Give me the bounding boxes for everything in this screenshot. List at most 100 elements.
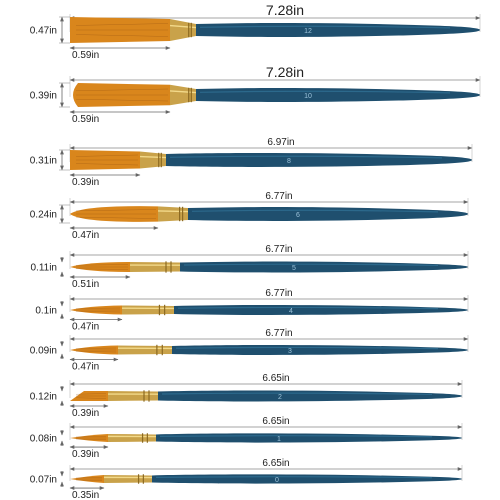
brush-length-label: 6.77in	[265, 244, 292, 255]
brush-handle	[180, 261, 468, 273]
head-width-label: 0.31in	[30, 156, 57, 167]
brush-bristles	[70, 433, 108, 443]
brush-ferrule	[108, 433, 156, 443]
brush-handle	[152, 474, 462, 484]
head-length-label: 0.47in	[72, 362, 99, 373]
head-width-label: 0.11in	[30, 263, 57, 274]
brush-ferrule	[170, 18, 196, 42]
brush-row: 6.77in 4 0.1in 0.47in	[35, 287, 469, 333]
brush-row: 6.97in 8 0.31in 0.39in	[30, 136, 473, 188]
length-label-background	[257, 243, 301, 254]
brush-bristles	[70, 17, 170, 43]
head-length-label: 0.35in	[72, 490, 99, 500]
ferrule-shine	[157, 210, 189, 213]
handle-size-imprint: 8	[287, 158, 291, 165]
brush-handle	[174, 304, 468, 316]
brush-bristles	[70, 391, 108, 401]
bristle-strand	[75, 98, 169, 102]
brush-ferrule	[140, 151, 166, 169]
brush-bristles	[70, 305, 122, 315]
handle-size-imprint: 3	[288, 348, 292, 355]
brush-ferrule	[170, 84, 196, 106]
brush-ferrule	[104, 474, 152, 484]
handle-highlight	[199, 25, 451, 29]
handle-highlight	[177, 306, 439, 310]
bristle-strand	[75, 23, 169, 26]
handle-highlight	[161, 392, 433, 396]
bristle-strand	[75, 397, 107, 399]
handle-size-imprint: 4	[289, 308, 293, 315]
bristle-strand	[75, 209, 157, 212]
bristle-strand	[75, 216, 157, 219]
head-width-label: 0.24in	[30, 210, 57, 221]
ferrule-shine	[139, 155, 167, 159]
head-length-label: 0.39in	[72, 177, 99, 188]
handle-size-imprint: 1	[277, 436, 281, 443]
length-label-background	[257, 287, 301, 298]
bristle-strand	[75, 393, 107, 395]
brush-row: 6.77in 5 0.11in 0.51in	[30, 243, 469, 290]
handle-size-imprint: 10	[304, 93, 312, 100]
brush-length-label: 6.65in	[262, 458, 289, 469]
brush-bristles	[70, 206, 158, 222]
brush-bristles	[70, 150, 140, 170]
handle-highlight	[175, 346, 439, 350]
length-label-background	[254, 415, 298, 426]
brush-length-label: 6.77in	[265, 191, 292, 202]
head-length-label: 0.59in	[72, 50, 99, 61]
brush-ferrule	[130, 262, 180, 272]
brush-row: 7.28in 12 0.47in 0.59in	[30, 2, 481, 61]
brush-handle	[172, 344, 468, 356]
bristle-strand	[75, 34, 169, 37]
bristle-strand	[75, 347, 117, 349]
brush-length-label: 6.65in	[262, 373, 289, 384]
handle-highlight	[199, 90, 451, 94]
head-length-label: 0.47in	[72, 322, 99, 333]
bristle-strand	[75, 307, 121, 309]
length-label-background	[257, 190, 301, 201]
brush-length-label: 6.77in	[265, 288, 292, 299]
handle-highlight	[159, 435, 433, 438]
head-width-label: 0.47in	[30, 26, 57, 37]
bristle-strand	[75, 88, 169, 92]
brush-bristles	[73, 83, 170, 107]
brush-length-label: 6.97in	[267, 137, 294, 148]
handle-size-imprint: 6	[296, 212, 300, 219]
handle-size-imprint: 0	[275, 477, 279, 484]
bristle-strand	[75, 264, 129, 266]
length-label-background	[259, 136, 303, 147]
length-label-background	[254, 372, 298, 383]
brush-handle	[156, 433, 462, 443]
brush-row: 6.77in 3 0.09in 0.47in	[30, 327, 469, 373]
head-length-label: 0.39in	[72, 449, 99, 460]
head-width-label: 0.1in	[35, 306, 57, 317]
handle-size-imprint: 2	[278, 394, 282, 401]
brush-ferrule	[158, 206, 188, 222]
brush-row: 6.77in 6 0.24in 0.47in	[30, 190, 469, 241]
brush-length-label: 6.65in	[262, 416, 289, 427]
head-width-label: 0.07in	[30, 475, 57, 486]
brush-ferrule	[108, 391, 158, 401]
brush-length-label: 7.28in	[266, 64, 304, 80]
brush-handle	[196, 23, 480, 37]
handle-highlight	[183, 263, 439, 267]
brush-handle	[188, 207, 468, 221]
brush-handle	[196, 88, 480, 102]
brush-bristles	[70, 345, 118, 355]
brush-bristles	[70, 474, 104, 484]
brush-handle	[158, 390, 462, 402]
brush-bristles	[70, 262, 130, 272]
bristle-strand	[75, 268, 129, 270]
bristle-strand	[75, 163, 139, 166]
head-width-label: 0.08in	[30, 434, 57, 445]
brush-ferrule	[118, 345, 172, 355]
brush-row: 6.65in 1 0.08in 0.39in	[30, 415, 463, 460]
length-label-background	[257, 327, 301, 338]
head-length-label: 0.59in	[72, 114, 99, 125]
length-label-background	[254, 457, 298, 468]
handle-highlight	[191, 209, 439, 213]
length-label-background	[254, 3, 316, 17]
handle-size-imprint: 5	[292, 265, 296, 272]
head-length-label: 0.39in	[72, 408, 99, 419]
